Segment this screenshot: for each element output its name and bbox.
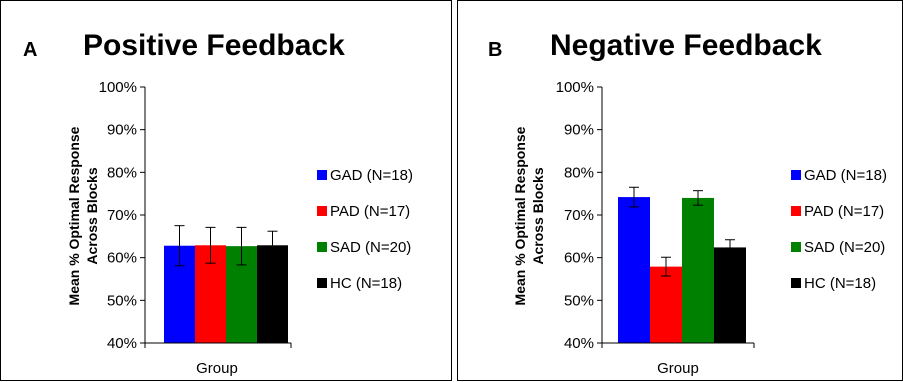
legend-swatch — [317, 170, 327, 180]
axes — [601, 87, 755, 348]
legend-swatch — [791, 278, 801, 288]
y-tick-label: 80% — [564, 164, 594, 181]
chart-b-svg: B Negative Feedback Mean % Optimal Respo… — [488, 29, 887, 377]
y-tick-label: 40% — [107, 335, 137, 352]
bar — [714, 247, 746, 343]
bar — [682, 197, 714, 343]
legend-swatch — [317, 278, 327, 288]
y-tick-label: 100% — [99, 79, 137, 96]
legend-label: HC (N=18) — [330, 275, 402, 292]
bar — [618, 197, 650, 343]
y-tick-label: 50% — [564, 292, 594, 309]
chart-a-svg: A Positive Feedback Mean % Optimal Respo… — [23, 29, 413, 377]
y-tick-label: 40% — [564, 335, 594, 352]
y-tick-label: 60% — [107, 250, 137, 267]
y-axis-ticks: 40% 50% 60% 70% 80% 90% 100% — [99, 79, 145, 352]
legend-swatch — [791, 242, 801, 252]
y-tick-label: 50% — [107, 292, 137, 309]
y-tick-label: 100% — [556, 79, 594, 96]
y-tick-label: 90% — [564, 122, 594, 139]
bar — [257, 245, 288, 343]
legend-label: GAD (N=18) — [804, 167, 887, 184]
chart-panel-a: A Positive Feedback Mean % Optimal Respo… — [0, 0, 452, 381]
legend: GAD (N=18) PAD (N=17) SAD (N=20) HC (N=18) — [317, 167, 413, 292]
y-axis-ticks: 40% 50% 60% 70% 80% 90% 100% — [556, 79, 602, 352]
legend: GAD (N=18) PAD (N=17) SAD (N=20) HC (N=18) — [791, 167, 887, 292]
y-tick-label: 80% — [107, 164, 137, 181]
y-tick-label: 90% — [107, 122, 137, 139]
y-axis-label-line-1: Mean % Optimal Response — [512, 126, 528, 305]
bars — [618, 186, 746, 343]
y-tick-label: 60% — [564, 250, 594, 267]
y-axis-label-line-1: Mean % Optimal Response — [66, 126, 82, 305]
legend-swatch — [791, 206, 801, 216]
axes — [144, 87, 292, 348]
legend-label: PAD (N=17) — [330, 203, 410, 220]
legend-swatch — [317, 206, 327, 216]
y-tick-label: 70% — [107, 207, 137, 224]
legend-label: HC (N=18) — [804, 275, 876, 292]
panel-label: B — [488, 39, 502, 61]
bars — [164, 225, 288, 343]
y-tick-label: 70% — [564, 207, 594, 224]
legend-label: PAD (N=17) — [804, 203, 884, 220]
x-axis-label: Group — [657, 360, 699, 377]
chart-panel-b: B Negative Feedback Mean % Optimal Respo… — [457, 0, 903, 381]
panel-label: A — [23, 39, 37, 61]
y-axis-label-line-2: Across Blocks — [84, 167, 100, 264]
legend-label: SAD (N=20) — [804, 239, 885, 256]
chart-title: Positive Feedback — [83, 29, 345, 62]
y-axis-label-line-2: Across Blocks — [530, 167, 546, 264]
x-axis-label: Group — [196, 360, 238, 377]
legend-label: GAD (N=18) — [330, 167, 413, 184]
legend-swatch — [317, 242, 327, 252]
chart-title: Negative Feedback — [550, 29, 822, 62]
legend-swatch — [791, 170, 801, 180]
bar — [650, 266, 682, 343]
legend-label: SAD (N=20) — [330, 239, 411, 256]
